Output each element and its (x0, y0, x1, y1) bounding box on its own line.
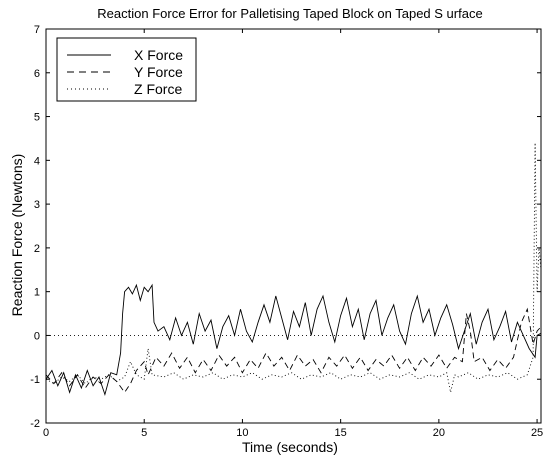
y-force-line (45, 307, 542, 394)
y-tick-label: 1 (34, 287, 40, 299)
y-tick-label: -2 (30, 418, 40, 430)
y-tick-label: 5 (34, 112, 40, 124)
y-tick-label: 3 (34, 199, 40, 211)
legend-label-y: Y Force (134, 64, 183, 80)
y-tick-label: 7 (34, 24, 40, 36)
chart-title: Reaction Force Error for Palletising Tap… (97, 6, 482, 21)
y-tick-label: 2 (34, 243, 40, 255)
plot-frame (45, 28, 542, 424)
y-axis-label: Reaction Force (Newtons) (9, 154, 25, 317)
x-force-line (45, 283, 542, 397)
x-axis-label: Time (seconds) (242, 439, 338, 455)
x-tick-label: 25 (531, 427, 543, 439)
x-tick-label: 5 (141, 427, 147, 439)
y-tick-label: 0 (34, 330, 40, 342)
y-tick-label: 6 (34, 68, 40, 80)
plot-area: 0 5 10 15 20 25 -2 -1 0 1 2 3 4 5 6 7 (30, 24, 543, 439)
x-tick-label: 0 (43, 427, 49, 439)
y-tick-label: 4 (34, 155, 40, 167)
x-tick-label: 20 (433, 427, 445, 439)
legend-label-x: X Force (134, 47, 183, 63)
legend: X Force Y Force Z Force (56, 37, 197, 102)
legend-box (56, 37, 197, 102)
x-tick-label: 10 (236, 427, 248, 439)
legend-label-z: Z Force (134, 81, 182, 97)
x-tick-label: 15 (335, 427, 347, 439)
y-tick-label: -1 (30, 374, 40, 386)
